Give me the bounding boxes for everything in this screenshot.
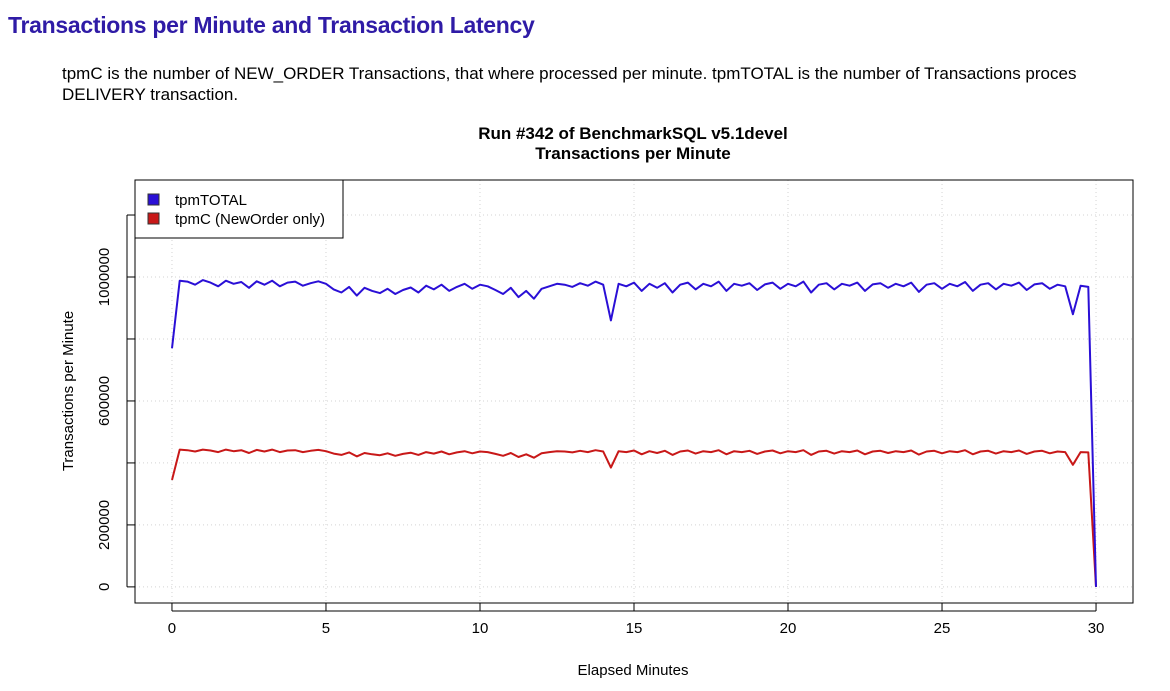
legend-swatch-tpmc [147, 212, 160, 225]
x-tick-label: 5 [322, 620, 330, 637]
x-tick-label: 10 [472, 620, 489, 637]
legend-swatch-tpmtotal [147, 193, 160, 206]
chart-subtitle: Transactions per Minute [535, 144, 731, 163]
x-tick-label: 20 [780, 620, 797, 637]
legend-box [134, 179, 344, 239]
description-line-1: tpmC is the number of NEW_ORDER Transact… [62, 64, 1077, 83]
description-line-2: DELIVERY transaction. [62, 85, 239, 104]
plot-frame [134, 179, 1134, 604]
chart-title: Run #342 of BenchmarkSQL v5.1devel [478, 124, 788, 143]
y-tick-label: 200000 [96, 500, 113, 550]
section-heading: Transactions per Minute and Transaction … [8, 12, 535, 38]
x-tick-label: 30 [1088, 620, 1105, 637]
x-tick-label: 25 [934, 620, 951, 637]
series-line-tpmc [171, 448, 1097, 587]
x-axis-label: Elapsed Minutes [578, 662, 689, 679]
description: tpmC is the number of NEW_ORDER Transact… [62, 63, 1076, 105]
x-tick-label: 0 [168, 620, 176, 637]
y-tick-label: 600000 [96, 376, 113, 426]
legend-label-tpmtotal: tpmTOTAL [175, 192, 247, 209]
y-tick-label: 1000000 [96, 248, 113, 306]
legend: tpmTOTAL tpmC (NewOrder only) [134, 179, 344, 239]
y-axis-label: Transactions per Minute [60, 311, 77, 471]
y-tick-label: 0 [96, 583, 113, 591]
x-tick-label: 15 [626, 620, 643, 637]
series-line-tpmtotal [171, 279, 1097, 587]
legend-label-tpmc: tpmC (NewOrder only) [175, 211, 325, 228]
